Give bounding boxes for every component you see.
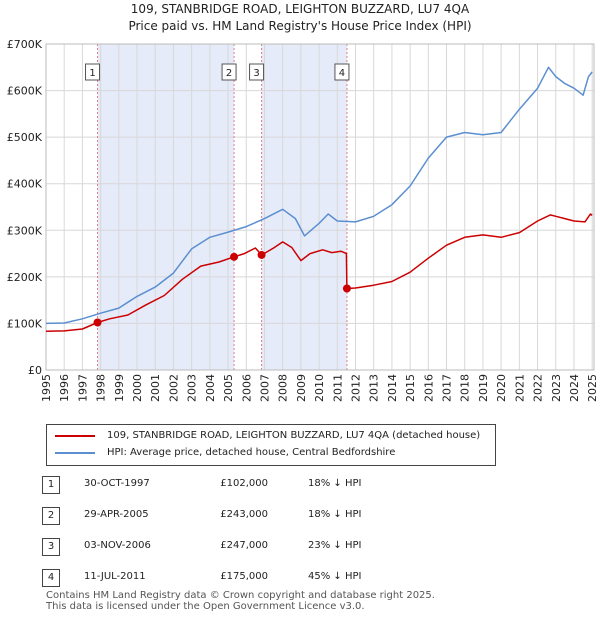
transaction-price: £175,000 [220, 571, 268, 582]
hpi-line [45, 66, 593, 325]
x-tick-label: 2009 [295, 374, 308, 402]
transaction-hpi-diff: 23% ↓ HPI [308, 540, 362, 551]
sale-label: 1 [89, 68, 95, 79]
transaction-number: 3 [42, 538, 60, 556]
x-tick-label: 2015 [404, 374, 417, 402]
sale-label: 3 [253, 68, 259, 79]
y-tick-label: £500K [7, 131, 43, 144]
transaction-date: 03-NOV-2006 [84, 540, 151, 551]
legend-label-property: 109, STANBRIDGE ROAD, LEIGHTON BUZZARD, … [107, 430, 481, 441]
x-tick-label: 2022 [532, 374, 545, 402]
transaction-hpi-diff: 45% ↓ HPI [308, 571, 362, 582]
x-tick-label: 1995 [40, 374, 53, 402]
chart-subtitle: Price paid vs. HM Land Registry's House … [128, 19, 472, 33]
sale-point [342, 284, 351, 293]
sale-label-box [249, 63, 265, 81]
legend-swatch-hpi [55, 452, 95, 454]
sale-point [257, 250, 266, 259]
sale-label-box [334, 63, 350, 81]
x-tick-label: 2013 [368, 374, 381, 402]
sale-point [93, 318, 102, 327]
x-tick-label: 2025 [586, 374, 599, 402]
sale-label-box [221, 63, 237, 81]
x-tick-label: 2002 [167, 374, 180, 402]
property-price-line [45, 213, 593, 333]
legend-item-hpi: HPI: Average price, detached house, Cent… [55, 445, 395, 461]
legend-label-hpi: HPI: Average price, detached house, Cent… [107, 447, 396, 458]
x-tick-label: 2014 [386, 374, 399, 402]
transaction-hpi-diff: 18% ↓ HPI [308, 478, 362, 489]
transaction-number: 2 [42, 507, 60, 525]
legend: 109, STANBRIDGE ROAD, LEIGHTON BUZZARD, … [46, 424, 496, 466]
transaction-date: 29-APR-2005 [84, 509, 149, 520]
y-tick-label: £100K [7, 317, 43, 330]
x-tick-label: 2012 [350, 374, 363, 402]
sale-label: 2 [226, 68, 232, 79]
x-tick-label: 1996 [58, 374, 71, 402]
x-tick-label: 2019 [477, 374, 490, 402]
footer-licence: This data is licensed under the Open Gov… [46, 601, 365, 612]
x-tick-label: 2005 [222, 374, 235, 402]
ownership-period-band [261, 44, 347, 370]
chart-title: 109, STANBRIDGE ROAD, LEIGHTON BUZZARD, … [130, 2, 470, 16]
x-tick-label: 2020 [495, 374, 508, 402]
legend-item-property: 109, STANBRIDGE ROAD, LEIGHTON BUZZARD, … [55, 428, 480, 444]
sale-label: 4 [339, 68, 345, 79]
x-tick-label: 2010 [313, 374, 326, 402]
x-tick-label: 2006 [240, 374, 253, 402]
x-tick-label: 1998 [95, 374, 108, 402]
y-tick-label: £300K [7, 224, 43, 237]
transaction-date: 30-OCT-1997 [84, 478, 150, 489]
x-tick-label: 2021 [513, 374, 526, 402]
plot-border [45, 43, 595, 371]
x-tick-label: 2016 [422, 374, 435, 402]
x-tick-label: 2011 [331, 374, 344, 402]
x-tick-label: 2000 [131, 374, 144, 402]
sale-label-box [85, 63, 101, 81]
transaction-number: 1 [42, 476, 60, 494]
y-tick-label: £0 [28, 364, 42, 377]
legend-swatch-property [55, 435, 95, 437]
transaction-price: £102,000 [220, 478, 268, 489]
x-tick-label: 2017 [441, 374, 454, 402]
price-chart: £0 £100K £200K £300K £400K £500K £600K £700K 199… [7, 38, 599, 402]
footer-copyright: Contains HM Land Registry data © Crown c… [46, 590, 435, 601]
y-tick-label: £200K [7, 271, 43, 284]
x-tick-label: 1999 [113, 374, 126, 402]
transaction-number: 4 [42, 569, 60, 587]
x-tick-label: 2024 [568, 374, 581, 402]
transaction-hpi-diff: 18% ↓ HPI [308, 509, 362, 520]
x-tick-label: 2003 [186, 374, 199, 402]
x-tick-label: 2018 [459, 374, 472, 402]
x-tick-label: 2007 [258, 374, 271, 402]
transaction-date: 11-JUL-2011 [84, 571, 146, 582]
ownership-period-band [97, 44, 235, 370]
y-tick-label: £700K [7, 38, 43, 51]
x-tick-label: 2001 [149, 374, 162, 402]
transaction-price: £247,000 [220, 540, 268, 551]
x-tick-label: 2023 [550, 374, 563, 402]
x-tick-label: 2008 [277, 374, 290, 402]
y-tick-label: £400K [7, 178, 43, 191]
x-tick-label: 2004 [204, 374, 217, 402]
sale-point [230, 252, 239, 261]
transaction-price: £243,000 [220, 509, 268, 520]
y-tick-label: £600K [7, 85, 43, 98]
x-tick-label: 1997 [76, 374, 89, 402]
